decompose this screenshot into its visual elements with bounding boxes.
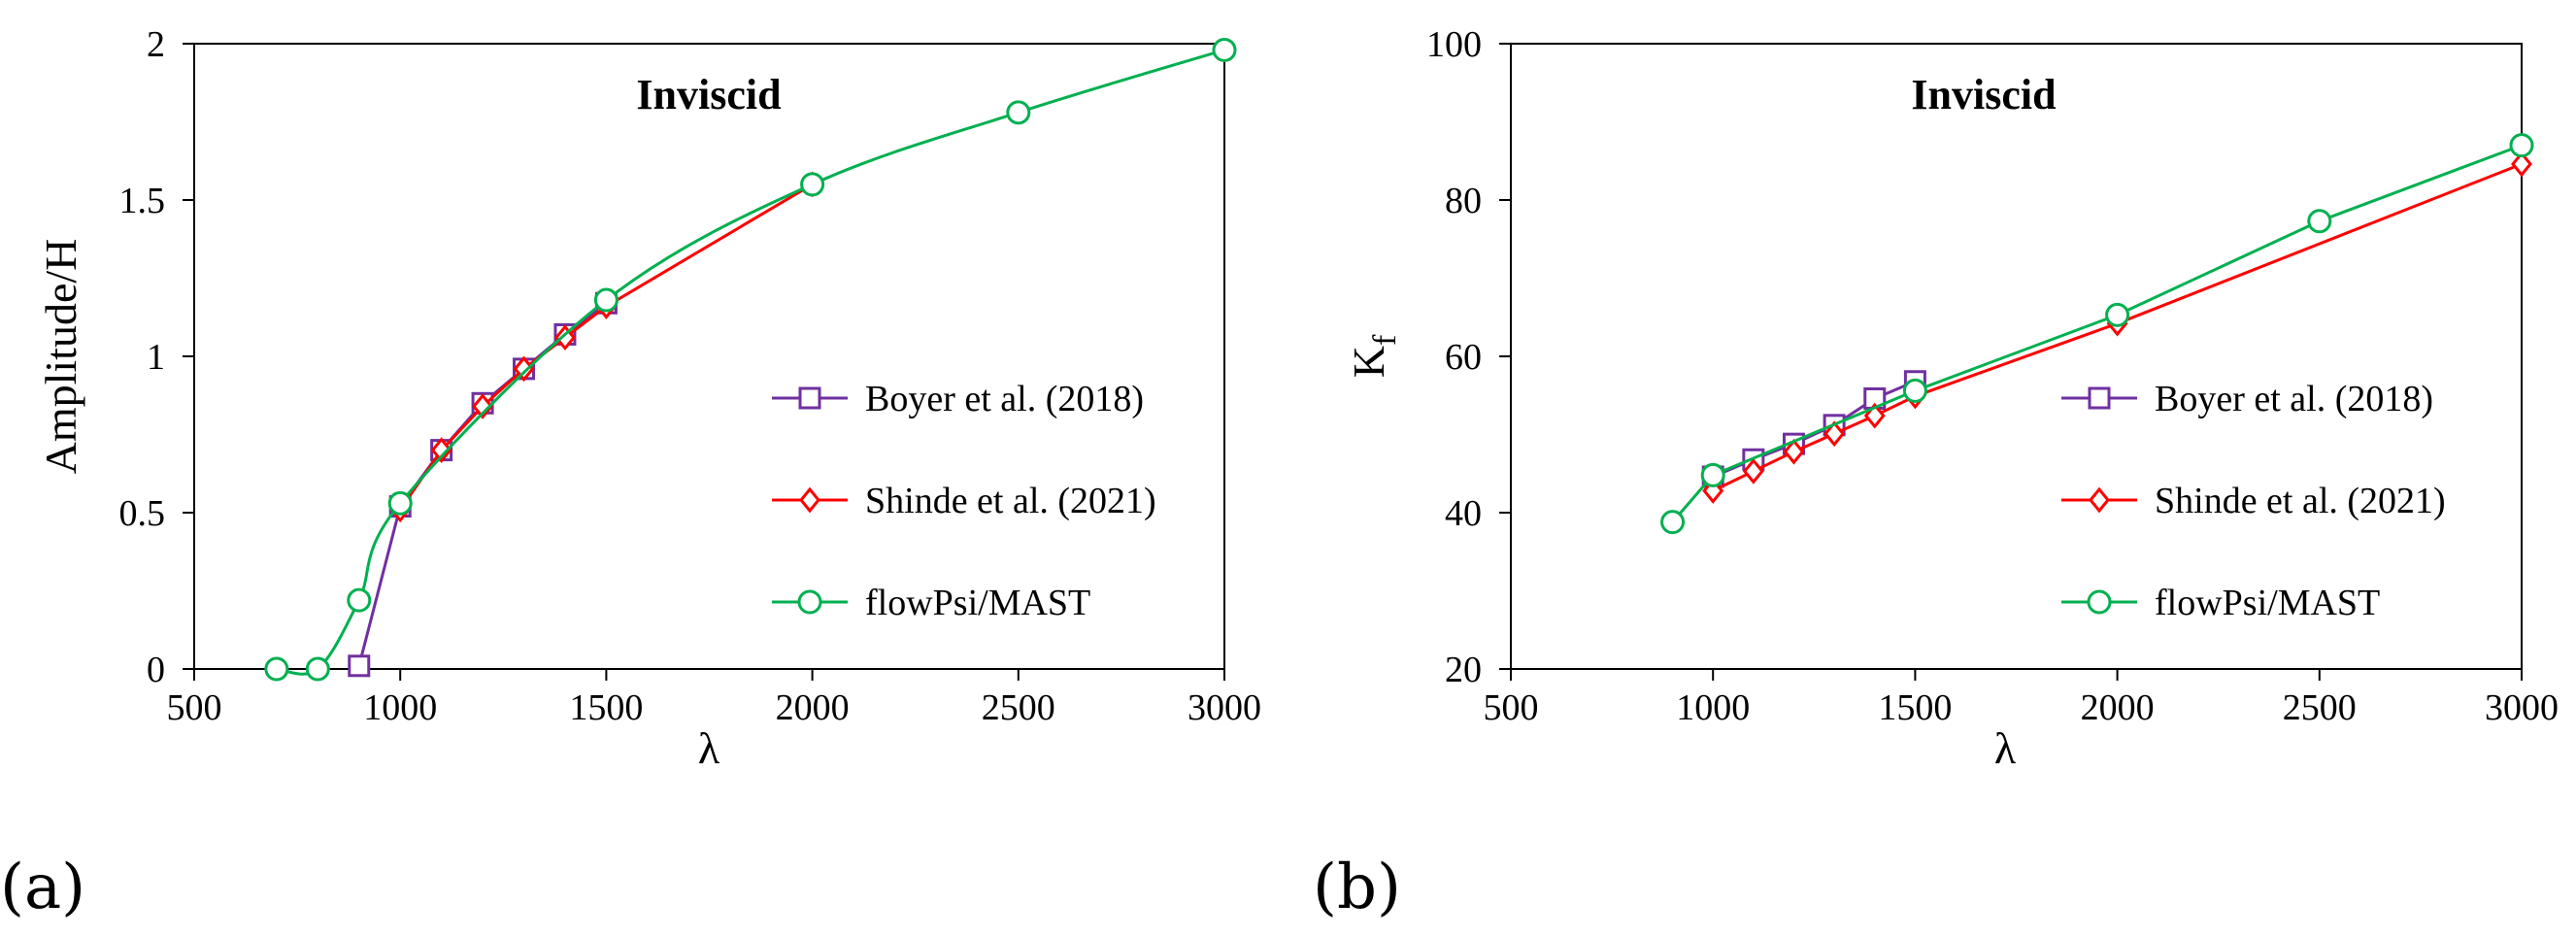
chart-a-point-flowpsi (347, 587, 372, 613)
chart-a-x-tick-label: 2500 (982, 687, 1055, 728)
chart-b-x-axis-label: λ (1994, 723, 2017, 773)
chart-a-x-tick-label: 500 (167, 687, 222, 728)
chart-a-point-flowpsi (1006, 100, 1031, 125)
chart-b-x-ticks: 500 1000 1500 2000 2500 3000 (1484, 669, 2559, 728)
chart-a-series-layer (264, 37, 1237, 682)
chart-b-point-flowpsi (2307, 209, 2332, 234)
chart-a-legend-marker-flowpsi (797, 589, 822, 615)
chart-a-series-line-shinde (398, 183, 814, 511)
chart-a-point-flowpsi (800, 172, 825, 197)
chart-b-y-label-subscript: f (1367, 334, 1403, 346)
chart-a-y-axis-label: Amplitude/H (36, 239, 85, 475)
chart-b-legend-marker-shinde (2089, 486, 2110, 514)
chart-a-x-ticks: 500 1000 1500 2000 2500 3000 (167, 669, 1261, 728)
chart-b-point-shinde (1742, 457, 1764, 485)
chart-b-point-shinde (1823, 420, 1846, 448)
chart-b-y-tick-label: 80 (1445, 181, 1482, 221)
chart-b-point-shinde (1783, 438, 1805, 465)
chart-a-legend-label-shinde: Shinde et al. (2021) (865, 481, 1156, 521)
chart-a-title: Inviscid (636, 71, 781, 118)
chart-b-y-tick-label: 40 (1445, 493, 1482, 534)
chart-b-x-tick-label: 3000 (2485, 687, 2559, 728)
chart-b-point-flowpsi (1660, 510, 1686, 535)
chart-a-point-flowpsi (1212, 37, 1237, 62)
chart-b: 500 1000 1500 2000 2500 3000 20 40 60 80 100 Invi… (1313, 24, 2559, 923)
chart-a-y-tick-label: 1 (147, 337, 165, 378)
chart-b-plot-frame (1510, 43, 2523, 670)
chart-a-point-flowpsi (593, 287, 619, 313)
chart-a-point-flowpsi (305, 656, 330, 682)
chart-a-legend-marker-boyer (798, 386, 821, 410)
chart-a-point-flowpsi (264, 656, 289, 682)
chart-a-series-line-flowpsi (276, 49, 1225, 676)
chart-a-point-shinde (472, 393, 494, 419)
chart-b-x-tick-label: 1000 (1676, 687, 1750, 728)
chart-b-legend-marker-flowpsi (2087, 589, 2112, 615)
chart-a-point-flowpsi (387, 490, 413, 516)
chart-b-title: Inviscid (1911, 71, 2056, 118)
chart-a-y-tick-label: 0 (147, 650, 165, 690)
svg-text:Kf: Kf (1344, 334, 1403, 378)
chart-b-legend-label-flowpsi: flowPsi/MAST (2155, 583, 2380, 623)
chart-b-legend-label-boyer: Boyer et al. (2018) (2155, 379, 2433, 419)
chart-a-point-shinde (430, 437, 452, 463)
chart-b-x-tick-label: 2000 (2081, 687, 2155, 728)
chart-b-x-tick-label: 500 (1484, 687, 1539, 728)
chart-b-y-tick-label: 60 (1445, 337, 1482, 378)
chart-b-series-layer (1660, 133, 2534, 535)
chart-b-panel-label: (b) (1313, 852, 1401, 923)
chart-a-x-tick-label: 2000 (776, 687, 850, 728)
chart-b-legend: Boyer et al. (2018) Shinde et al. (2021) f… (2061, 379, 2446, 623)
chart-a-y-tick-label: 0.5 (119, 493, 166, 534)
chart-a-x-tick-label: 1500 (569, 687, 643, 728)
chart-b-point-shinde (2511, 150, 2532, 178)
chart-a-legend-marker-shinde (799, 486, 820, 514)
chart-a-plot-frame (193, 43, 1225, 670)
chart-b-point-flowpsi (1902, 378, 1927, 403)
chart-b-legend-label-shinde: Shinde et al. (2021) (2155, 481, 2446, 521)
chart-b-y-tick-label: 20 (1445, 650, 1482, 690)
chart-b-x-tick-label: 1500 (1878, 687, 1952, 728)
chart-a-panel-label: (a) (0, 852, 85, 923)
chart-b-legend-marker-boyer (2088, 386, 2111, 410)
chart-a-y-ticks: 0 0.5 1 1.5 2 (119, 24, 194, 690)
chart-b-point-flowpsi (2105, 302, 2130, 327)
chart-a-series-line-boyer (357, 302, 608, 667)
chart-a-legend: Boyer et al. (2018) Shinde et al. (2021) f… (772, 379, 1156, 623)
chart-a-x-tick-label: 1000 (363, 687, 437, 728)
chart-a-legend-label-flowpsi: flowPsi/MAST (865, 583, 1090, 623)
chart-b-x-tick-label: 2500 (2283, 687, 2357, 728)
chart-a-x-axis-label: λ (698, 723, 720, 773)
chart-a-y-tick-label: 1.5 (119, 181, 166, 221)
chart-b-point-flowpsi (1700, 462, 1725, 487)
chart-a-point-boyer (348, 654, 371, 678)
chart-b-point-flowpsi (2509, 133, 2534, 158)
chart-b-y-tick-label: 100 (1426, 24, 1482, 65)
chart-b-y-ticks: 20 40 60 80 100 (1426, 24, 1511, 690)
chart-b-series-line-flowpsi (1671, 144, 2523, 523)
chart-a: 500 1000 1500 2000 2500 3000 0 0.5 1 1.5 2 Invisc… (0, 24, 1261, 923)
chart-a-legend-label-boyer: Boyer et al. (2018) (865, 379, 1144, 419)
chart-b-y-label-main: K (1344, 346, 1393, 378)
chart-a-y-tick-label: 2 (147, 24, 165, 65)
chart-b-y-axis-label: Kf (1344, 334, 1403, 378)
chart-a-x-tick-label: 3000 (1188, 687, 1261, 728)
